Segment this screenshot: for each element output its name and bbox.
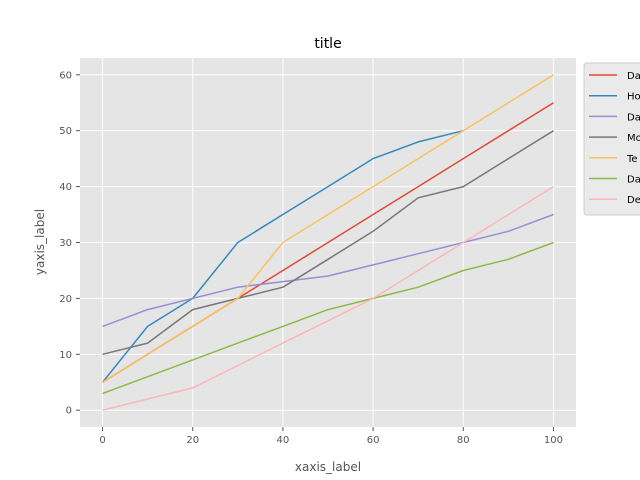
legend-label: Da [627,71,640,82]
legend: Da Ho Da Mo Te Da De [583,62,640,216]
series-line-3 [102,213,554,328]
series-line-6 [102,241,554,395]
legend-item: Da [589,112,640,123]
x-tick-label: 20 [186,435,199,446]
y-tick-label: 20 [59,294,72,305]
y-tick-label: 30 [59,238,72,249]
legend-box [583,62,640,216]
x-tick-label: 0 [99,435,105,446]
y-tick-label: 40 [59,182,72,193]
series-line-7 [102,185,554,411]
chart-title: title [314,36,341,52]
series-line-5 [102,74,554,383]
legend-label: Mo [627,133,640,144]
legend-item: De [589,195,640,206]
x-tick-label: 80 [457,435,470,446]
legend-item: Da [589,71,640,82]
x-tick-label: 100 [544,435,563,446]
legend-label: Ho [627,92,640,103]
axis-ticks: 0 20 40 60 80 100 0 10 20 30 40 50 60 [59,70,563,446]
y-tick-label: 0 [66,406,72,417]
y-tick-label: 60 [59,70,72,81]
legend-item: Ho [589,92,640,103]
x-tick-label: 40 [277,435,290,446]
legend-item: Te [589,154,638,165]
legend-label: Te [626,154,638,165]
series-line-2 [101,129,464,383]
legend-items: Da Ho Da Mo Te Da De [589,71,640,206]
series-lines [101,74,554,411]
legend-label: Da [627,175,640,186]
x-tick-label: 60 [367,435,380,446]
y-tick-label: 10 [59,350,72,361]
y-tick-label: 50 [59,126,72,137]
legend-item: Mo [589,133,640,144]
series-line-4 [102,130,554,356]
legend-label: De [627,195,640,206]
legend-item: Da [589,175,640,186]
legend-label: Da [627,112,640,123]
x-axis-title: xaxis_label [295,460,361,474]
y-axis-title: yaxis_label [33,209,47,275]
